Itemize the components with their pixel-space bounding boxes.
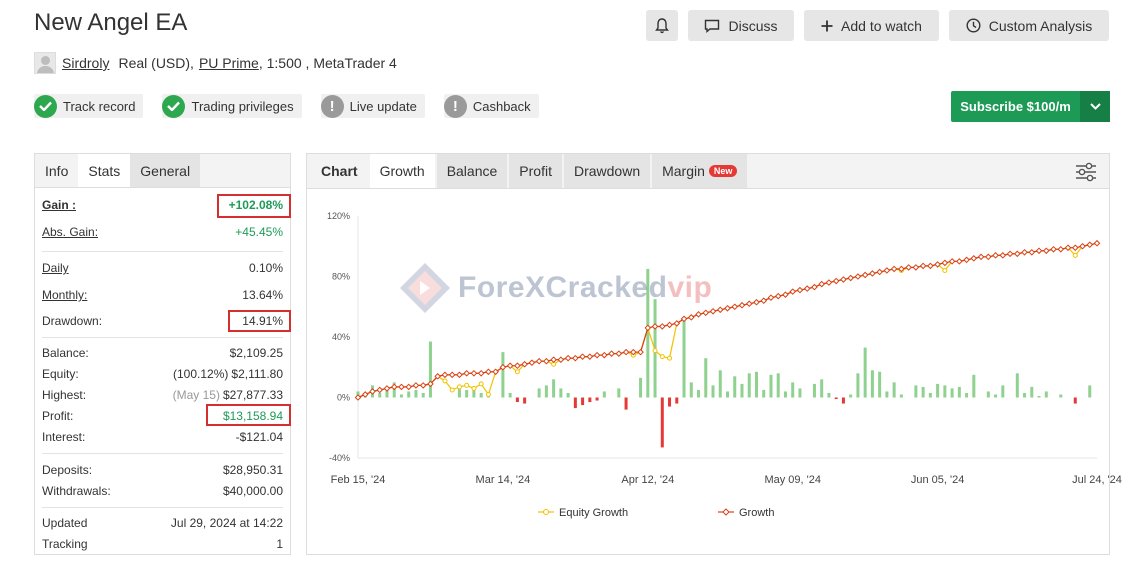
tab-growth[interactable]: Growth xyxy=(369,154,435,188)
stat-label: Drawdown: xyxy=(42,314,103,328)
equity-value: $2,111.80 xyxy=(231,367,283,381)
stat-label: Updated xyxy=(42,516,88,530)
stat-balance: Balance: $2,109.25 xyxy=(42,346,283,360)
highlight-box xyxy=(206,404,291,426)
owner-link[interactable]: Sirdroly xyxy=(62,55,110,71)
exclamation-icon: ! xyxy=(320,94,344,118)
chart-settings-button[interactable] xyxy=(1075,162,1097,187)
stat-gain: Gain : +102.08% xyxy=(42,198,283,212)
subscribe-button[interactable]: Subscribe $100/m xyxy=(951,91,1110,122)
tab-drawdown[interactable]: Drawdown xyxy=(563,154,651,188)
new-badge: New xyxy=(708,165,738,177)
tab-general[interactable]: General xyxy=(130,154,201,187)
chart-tabs: Chart Growth Balance Profit Drawdown Mar… xyxy=(307,154,1109,189)
stat-abs-gain: Abs. Gain: +45.45% xyxy=(42,225,283,239)
badge-label: Track record xyxy=(63,98,136,114)
account-info-row: Sirdroly Real (USD), PU Prime , 1:500 , … xyxy=(34,52,397,74)
check-icon xyxy=(162,94,186,118)
badge-live-update[interactable]: ! Live update xyxy=(320,94,425,118)
badge-label: Trading privileges xyxy=(191,98,294,114)
profit-value: $13,158.94 xyxy=(222,409,283,423)
stat-highest: Highest: (May 15) $27,877.33 xyxy=(42,388,283,402)
account-leverage-platform: , 1:500 , MetaTrader 4 xyxy=(258,55,397,71)
tab-chart[interactable]: Chart xyxy=(321,163,358,179)
stat-label[interactable]: Gain : xyxy=(42,198,77,212)
withdrawals-value: $40,000.00 xyxy=(222,484,283,498)
notification-button[interactable] xyxy=(646,10,678,41)
stat-tracking: Tracking 1 xyxy=(42,537,283,551)
tab-balance[interactable]: Balance xyxy=(436,154,508,188)
stat-label: Profit: xyxy=(42,409,74,423)
monthly-value: 13.64% xyxy=(242,288,283,302)
custom-analysis-label: Custom Analysis xyxy=(988,17,1093,34)
tracking-value: 1 xyxy=(276,537,283,551)
stat-label[interactable]: Daily xyxy=(42,261,69,275)
discuss-button[interactable]: Discuss xyxy=(688,10,794,41)
equity-percent: (100.12%) xyxy=(173,367,229,381)
page-title: New Angel EA xyxy=(34,9,188,36)
stat-updated: Updated Jul 29, 2024 at 14:22 xyxy=(42,516,283,530)
highlight-box xyxy=(228,310,291,332)
stat-interest: Interest: -$121.04 xyxy=(42,430,283,444)
stat-deposits: Deposits: $28,950.31 xyxy=(42,463,283,477)
add-to-watch-button[interactable]: Add to watch xyxy=(804,10,939,41)
stat-label: Deposits: xyxy=(42,463,93,477)
stat-daily: Daily 0.10% xyxy=(42,261,283,275)
stat-drawdown: Drawdown: 14.91% xyxy=(42,314,283,328)
stat-label: Tracking xyxy=(42,537,88,551)
abs-gain-value: +45.45% xyxy=(235,225,283,239)
highlight-box xyxy=(217,194,291,218)
bell-icon xyxy=(655,17,669,33)
custom-analysis-button[interactable]: Custom Analysis xyxy=(949,10,1109,41)
balance-value: $2,109.25 xyxy=(229,346,283,360)
avatar[interactable] xyxy=(34,52,56,74)
clock-icon xyxy=(966,18,981,33)
stat-monthly: Monthly: 13.64% xyxy=(42,288,283,302)
broker-link[interactable]: PU Prime xyxy=(198,55,259,71)
badge-label: Cashback xyxy=(472,98,531,114)
stat-label: Highest: xyxy=(42,388,87,402)
stat-label: Interest: xyxy=(42,430,86,444)
gain-value: +102.08% xyxy=(228,198,283,212)
stat-label: Balance: xyxy=(42,346,89,360)
highest-date: (May 15) xyxy=(172,388,220,402)
daily-value: 0.10% xyxy=(248,261,283,275)
add-to-watch-label: Add to watch xyxy=(841,17,922,34)
stat-withdrawals: Withdrawals: $40,000.00 xyxy=(42,484,283,498)
stat-label[interactable]: Abs. Gain: xyxy=(42,225,99,239)
badge-trading-privileges[interactable]: Trading privileges xyxy=(162,94,302,118)
stat-profit: Profit: $13,158.94 xyxy=(42,409,283,423)
exclamation-icon: ! xyxy=(443,94,467,118)
sliders-icon xyxy=(1076,162,1096,182)
updated-value: Jul 29, 2024 at 14:22 xyxy=(170,516,283,530)
stat-label[interactable]: Monthly: xyxy=(42,288,88,302)
account-type: Real (USD), xyxy=(118,55,194,71)
tab-info[interactable]: Info xyxy=(45,162,69,179)
drawdown-value: 14.91% xyxy=(242,314,283,328)
highest-value: $27,877.33 xyxy=(222,388,283,402)
subscribe-dropdown[interactable] xyxy=(1080,91,1110,122)
stat-label: Withdrawals: xyxy=(42,484,111,498)
discuss-label: Discuss xyxy=(728,17,778,34)
tab-margin[interactable]: Margin New xyxy=(652,154,748,188)
tab-profit[interactable]: Profit xyxy=(509,154,562,188)
tab-margin-label: Margin xyxy=(662,163,705,179)
subscribe-label: Subscribe $100/m xyxy=(960,99,1071,114)
stat-label: Equity: xyxy=(42,367,79,381)
badge-cashback[interactable]: ! Cashback xyxy=(443,94,539,118)
badge-label: Live update xyxy=(349,98,417,114)
plus-icon xyxy=(821,20,833,31)
tab-stats[interactable]: Stats xyxy=(78,154,131,187)
chevron-down-icon xyxy=(1089,103,1101,110)
stats-panel: Info Stats General Gain : +102.08% Abs. … xyxy=(34,153,291,555)
deposits-value: $28,950.31 xyxy=(222,463,283,477)
badge-track-record[interactable]: Track record xyxy=(34,94,144,118)
stat-equity: Equity: (100.12%) $2,111.80 xyxy=(42,367,283,381)
interest-value: -$121.04 xyxy=(235,430,283,444)
chart-panel: Chart Growth Balance Profit Drawdown Mar… xyxy=(306,153,1110,555)
chat-icon xyxy=(705,19,720,33)
check-icon xyxy=(34,94,57,118)
verification-badges: Track record Trading privileges ! Live u… xyxy=(34,94,558,118)
stats-tabs: Info Stats General xyxy=(35,154,290,188)
